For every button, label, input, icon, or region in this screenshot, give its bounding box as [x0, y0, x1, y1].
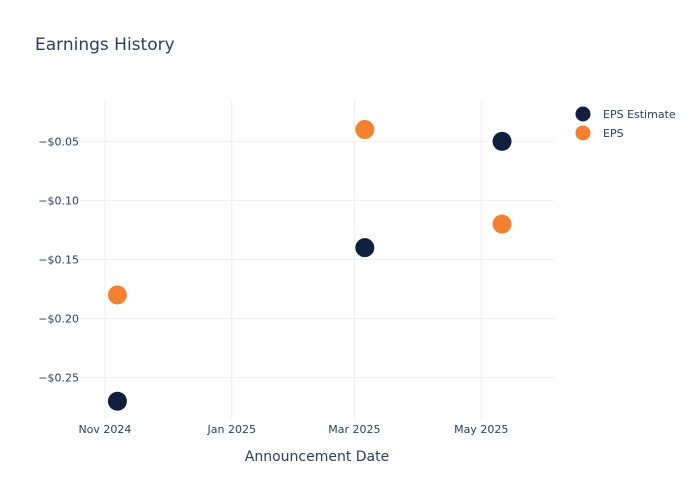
y-tick-label: −$0.20 [38, 313, 79, 326]
eps-estimate-point[interactable] [492, 131, 512, 151]
legend-marker[interactable] [575, 106, 591, 122]
x-tick-label: Nov 2024 [78, 423, 131, 436]
eps-estimate-point[interactable] [107, 391, 127, 411]
y-tick-label: −$0.15 [38, 254, 79, 267]
legend-label[interactable]: EPS [603, 127, 624, 140]
chart-title: Earnings History [35, 35, 175, 55]
legend-marker[interactable] [575, 125, 591, 141]
x-tick-label: May 2025 [454, 423, 508, 436]
eps-point[interactable] [492, 214, 512, 234]
eps-point[interactable] [355, 120, 375, 140]
eps-point[interactable] [107, 285, 127, 305]
data-points [107, 120, 512, 411]
y-axis-ticks: −$0.05 −$0.10 −$0.15 −$0.20 −$0.25 [38, 135, 79, 384]
x-axis-title: Announcement Date [245, 449, 389, 465]
eps-estimate-point[interactable] [355, 238, 375, 258]
x-tick-label: Jan 2025 [207, 423, 256, 436]
y-tick-label: −$0.10 [38, 194, 79, 207]
y-tick-label: −$0.25 [38, 372, 79, 385]
legend-label[interactable]: EPS Estimate [603, 108, 676, 121]
legend[interactable]: EPS Estimate EPS [575, 106, 676, 141]
x-tick-label: Mar 2025 [328, 423, 380, 436]
grid [80, 100, 554, 419]
y-tick-label: −$0.05 [38, 135, 79, 148]
x-axis-ticks: Nov 2024 Jan 2025 Mar 2025 May 2025 [78, 423, 508, 436]
